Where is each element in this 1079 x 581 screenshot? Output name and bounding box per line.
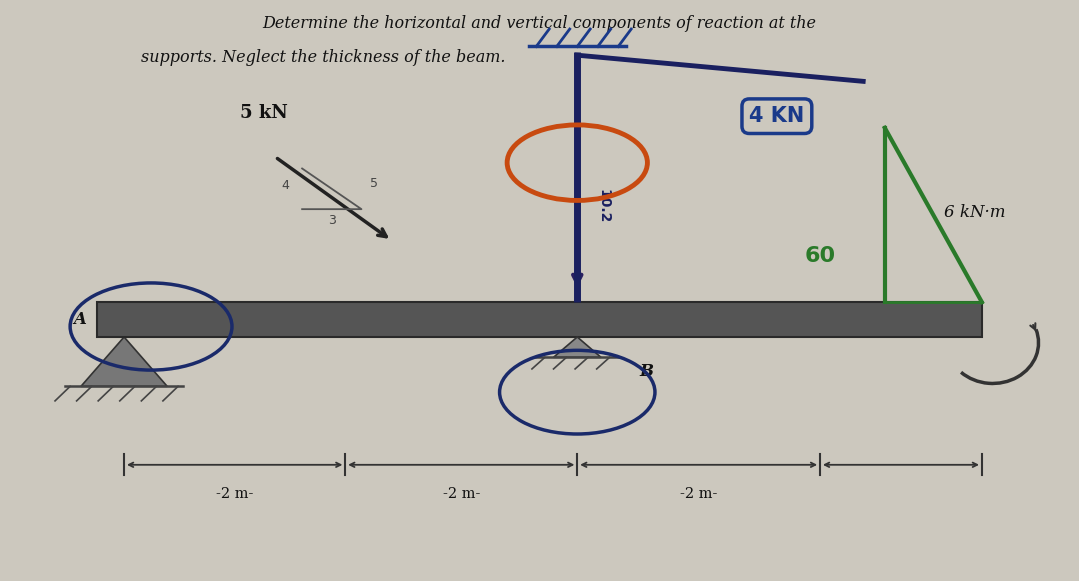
Polygon shape — [554, 337, 601, 357]
Text: -2 m-: -2 m- — [680, 487, 718, 501]
Text: -2 m-: -2 m- — [442, 487, 480, 501]
Text: 6 kN·m: 6 kN·m — [944, 203, 1006, 221]
Text: B: B — [640, 363, 654, 381]
Polygon shape — [97, 302, 982, 337]
Text: 3: 3 — [328, 214, 336, 227]
Text: 4 KN: 4 KN — [749, 106, 805, 126]
Polygon shape — [81, 337, 167, 386]
Text: Determine the horizontal and vertical components of reaction at the: Determine the horizontal and vertical co… — [262, 15, 817, 31]
Text: A: A — [73, 311, 86, 328]
Text: 4: 4 — [282, 179, 289, 192]
Text: 5 kN: 5 kN — [241, 104, 288, 122]
Text: supports. Neglect the thickness of the beam.: supports. Neglect the thickness of the b… — [141, 49, 506, 66]
Text: 60: 60 — [805, 246, 836, 266]
Text: -2 m-: -2 m- — [216, 487, 254, 501]
Text: 5: 5 — [370, 177, 378, 190]
Text: 10.2: 10.2 — [597, 189, 611, 224]
